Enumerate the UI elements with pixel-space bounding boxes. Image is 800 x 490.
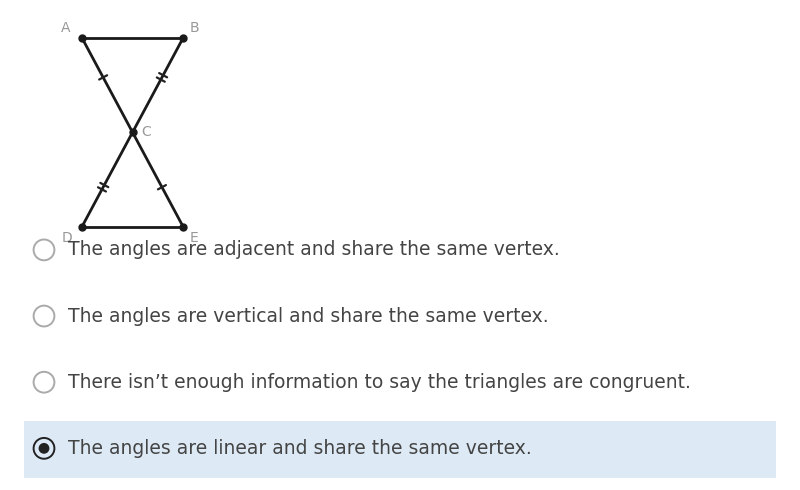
Text: D: D — [62, 231, 73, 245]
Text: A: A — [61, 22, 70, 35]
Text: E: E — [190, 231, 198, 245]
Text: There isn’t enough information to say the triangles are congruent.: There isn’t enough information to say th… — [68, 373, 691, 392]
Text: The angles are vertical and share the same vertex.: The angles are vertical and share the sa… — [68, 307, 549, 325]
Text: The angles are linear and share the same vertex.: The angles are linear and share the same… — [68, 439, 532, 458]
Text: The angles are adjacent and share the same vertex.: The angles are adjacent and share the sa… — [68, 241, 560, 259]
Text: C: C — [142, 125, 151, 139]
Text: B: B — [190, 22, 200, 35]
